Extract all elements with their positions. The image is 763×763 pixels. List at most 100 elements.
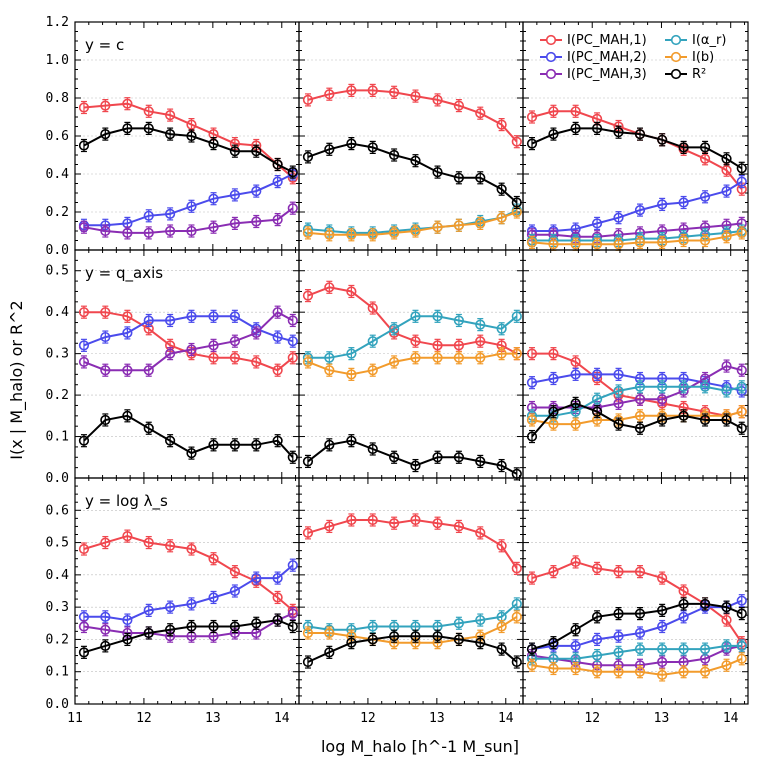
legend-swatch-marker xyxy=(670,34,682,46)
data-point-pc2 xyxy=(736,595,747,606)
data-point-pc3 xyxy=(143,227,154,238)
data-point-alpha xyxy=(367,621,378,632)
data-point-pc3 xyxy=(634,394,646,405)
data-point-alpha xyxy=(324,352,335,363)
data-point-b xyxy=(678,666,689,677)
data-point-r2 xyxy=(453,452,465,463)
x-tick-label: 11 xyxy=(67,711,83,726)
data-point-pc2 xyxy=(613,631,624,642)
data-point-r2 xyxy=(251,439,262,450)
data-point-b xyxy=(346,229,357,240)
data-point-pc1 xyxy=(570,356,581,368)
data-point-pc3 xyxy=(78,621,90,632)
data-point-r2 xyxy=(453,172,465,183)
data-point-b xyxy=(389,227,400,238)
y-tick-label: 0.8 xyxy=(46,91,69,106)
row-label: y = log λ_s xyxy=(85,492,168,511)
data-point-pc2 xyxy=(208,311,219,322)
data-point-pc2 xyxy=(591,218,603,229)
data-point-r2 xyxy=(367,443,378,455)
data-point-r2 xyxy=(122,634,133,645)
data-point-r2 xyxy=(208,621,219,632)
data-point-r2 xyxy=(657,414,668,426)
data-point-r2 xyxy=(302,151,314,162)
y-tick-label: 1.0 xyxy=(46,53,69,68)
data-point-pc1 xyxy=(634,566,646,577)
data-point-pc2 xyxy=(186,201,197,212)
data-point-pc1 xyxy=(272,592,283,603)
data-point-r2 xyxy=(165,624,176,635)
data-point-pc2 xyxy=(165,208,176,219)
panel-frame xyxy=(522,249,749,479)
data-point-alpha xyxy=(389,323,400,334)
series-line-pc1 xyxy=(83,102,294,179)
y-tick-label: 0.2 xyxy=(46,632,69,647)
data-point-pc2 xyxy=(229,585,241,597)
data-point-pc1 xyxy=(229,566,241,577)
data-point-b xyxy=(634,237,646,248)
data-point-r2 xyxy=(699,598,711,610)
data-point-b xyxy=(453,220,465,231)
data-point-pc3 xyxy=(229,218,241,229)
data-point-pc1 xyxy=(324,282,335,293)
data-point-alpha xyxy=(432,311,443,322)
data-point-pc2 xyxy=(251,186,262,197)
data-point-b xyxy=(591,239,603,250)
legend-swatch-marker xyxy=(545,51,557,63)
data-point-pc3 xyxy=(287,315,298,326)
legend-entry-pc3: I(PC_MAH,3) xyxy=(540,67,647,82)
data-point-r2 xyxy=(143,123,154,134)
data-point-r2 xyxy=(699,142,711,153)
data-point-pc3 xyxy=(613,398,624,409)
data-point-r2 xyxy=(570,624,581,635)
data-point-alpha xyxy=(410,311,421,322)
legend-label: I(α_r) xyxy=(692,33,726,48)
y-tick-label: 0.0 xyxy=(46,471,69,486)
panel-r2-c0: y = log λ_s xyxy=(74,477,300,705)
data-point-r2 xyxy=(432,452,443,463)
data-point-b xyxy=(548,239,559,250)
data-point-alpha xyxy=(496,323,507,334)
data-point-b xyxy=(613,239,624,250)
data-point-pc1 xyxy=(721,165,732,176)
y-tick-label: 0.6 xyxy=(46,129,69,144)
data-point-pc1 xyxy=(78,307,90,318)
data-point-b xyxy=(346,369,357,380)
data-point-r2 xyxy=(208,138,219,149)
data-point-pc1 xyxy=(78,543,90,555)
data-point-pc1 xyxy=(100,537,111,548)
y-axis-label: I(x | M_halo) or R^2 xyxy=(7,300,27,459)
data-point-pc1 xyxy=(591,563,603,574)
panels-layer: 0.0 0.2 0.4 0.6 0.8 1.0 1.2 y = c 0.0 0.1 0.2 0.3 0.… xyxy=(46,15,749,726)
series-line-pc1 xyxy=(307,518,518,569)
data-point-r2 xyxy=(122,410,133,421)
data-point-r2 xyxy=(736,423,747,434)
data-point-r2 xyxy=(186,621,197,632)
legend-entry-r2: R² xyxy=(665,67,706,82)
data-point-alpha xyxy=(346,348,357,359)
series-line-pc2 xyxy=(84,564,294,622)
data-point-pc3 xyxy=(165,225,176,237)
panel-frame xyxy=(522,477,749,705)
data-point-pc2 xyxy=(208,592,219,603)
legend-entry-pc1: I(PC_MAH,1) xyxy=(540,33,647,48)
data-point-r2 xyxy=(324,144,335,155)
data-point-r2 xyxy=(613,419,624,430)
data-point-pc3 xyxy=(143,365,154,376)
data-point-pc2 xyxy=(143,605,154,616)
data-point-b xyxy=(432,222,443,233)
data-point-r2 xyxy=(367,142,378,153)
data-point-b xyxy=(526,660,538,671)
data-point-pc2 xyxy=(591,634,603,645)
data-point-r2 xyxy=(324,647,335,658)
data-point-pc3 xyxy=(100,365,111,376)
data-point-b xyxy=(657,237,668,248)
data-point-pc3 xyxy=(100,624,111,635)
data-point-b xyxy=(496,212,507,223)
data-point-alpha xyxy=(657,644,668,655)
data-point-r2 xyxy=(496,644,507,655)
panel-r2-c1 xyxy=(298,477,524,705)
data-point-r2 xyxy=(78,140,90,151)
y-tick-label: 0.1 xyxy=(46,665,69,680)
data-point-pc1 xyxy=(496,540,507,551)
